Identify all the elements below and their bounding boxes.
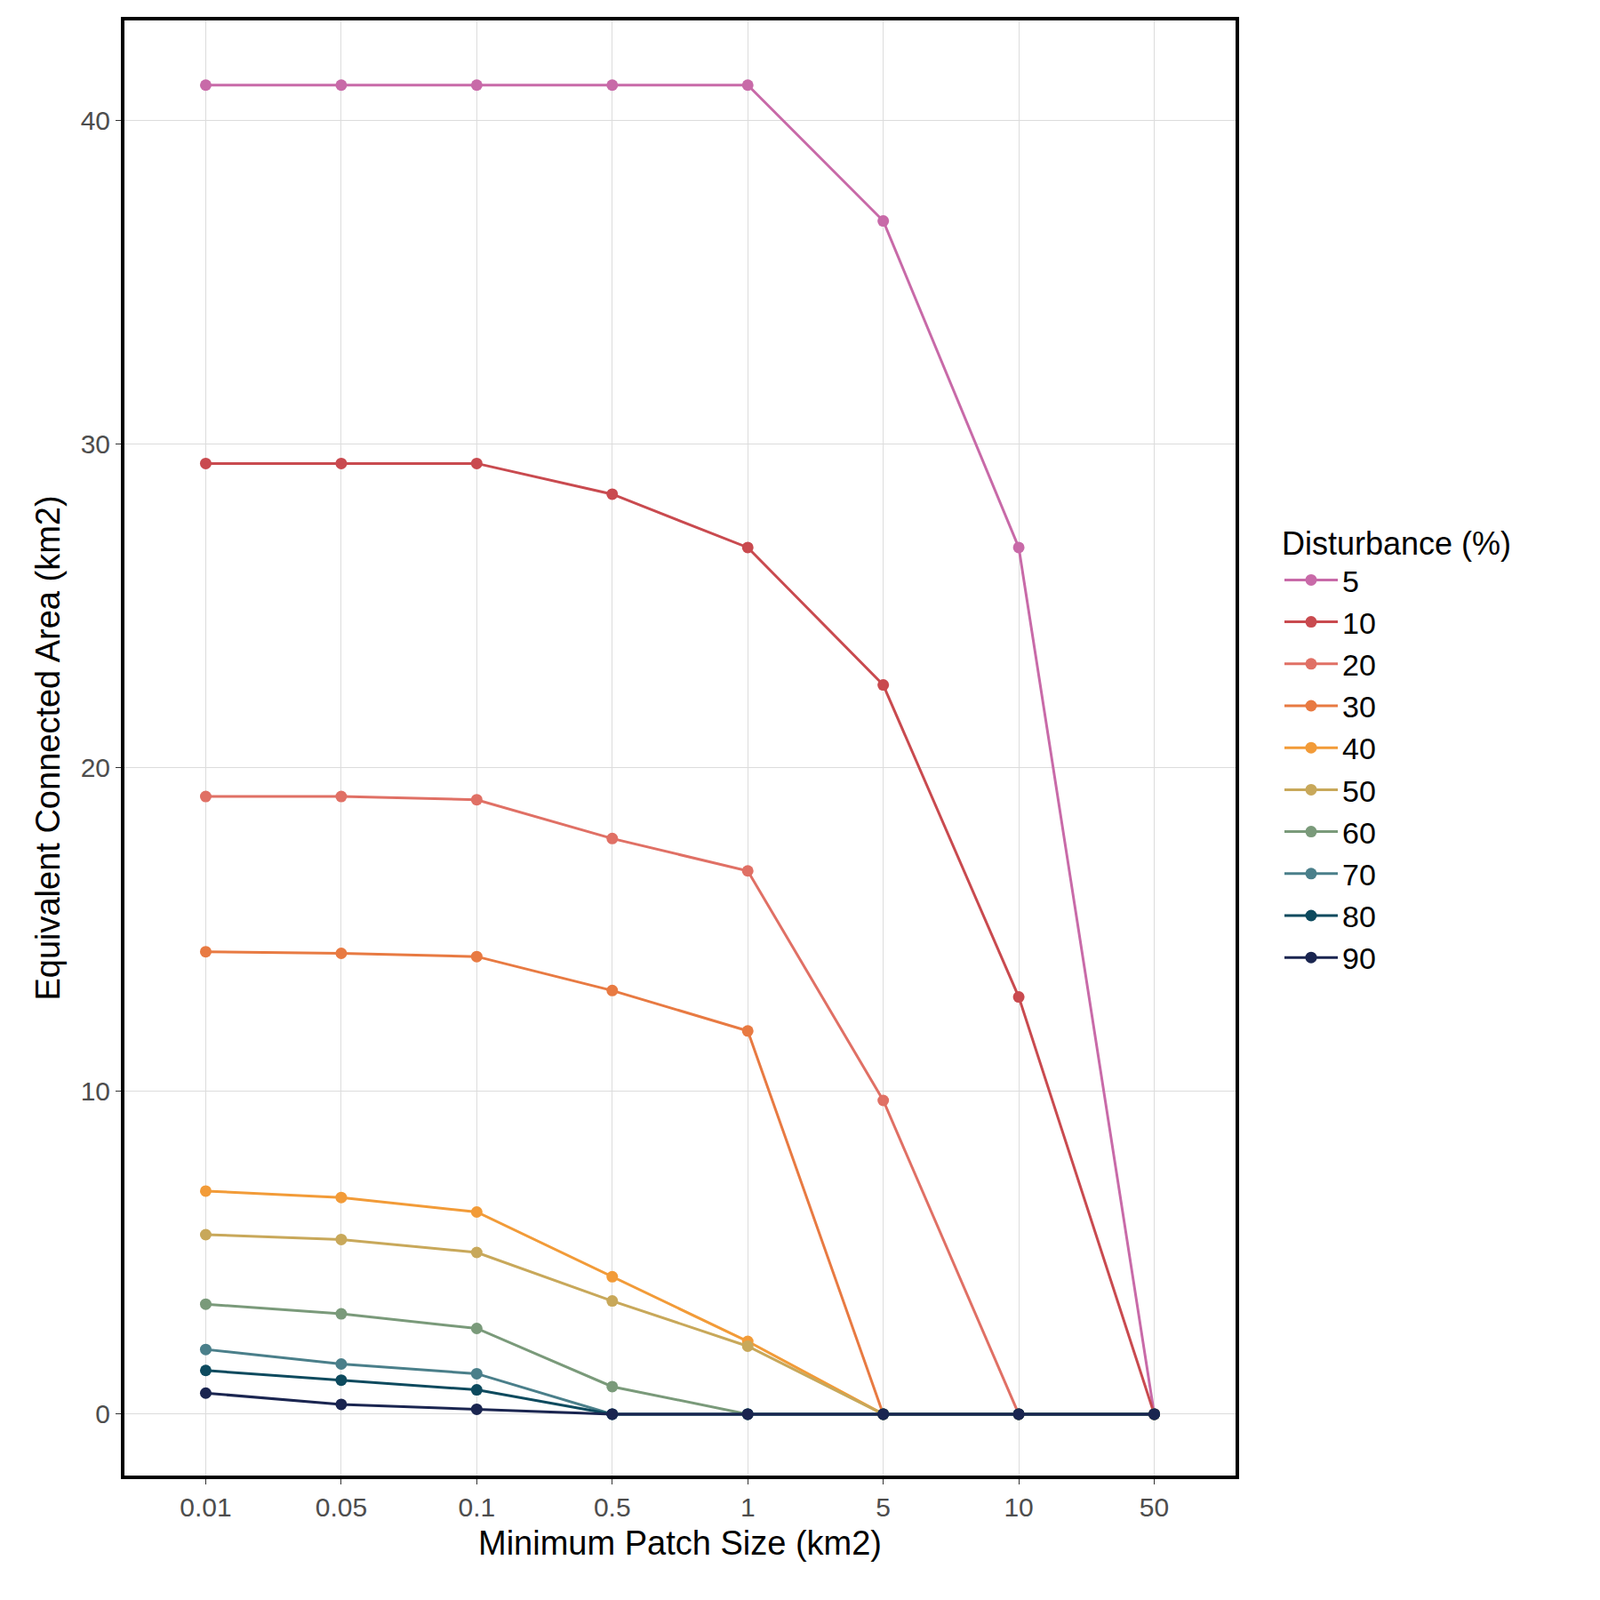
svg-text:5: 5 <box>1342 564 1360 599</box>
svg-text:10: 10 <box>80 1076 111 1106</box>
svg-text:Disturbance (%): Disturbance (%) <box>1281 525 1512 562</box>
svg-text:60: 60 <box>1342 816 1376 850</box>
svg-text:0: 0 <box>95 1399 111 1429</box>
svg-text:70: 70 <box>1342 857 1376 892</box>
svg-text:40: 40 <box>80 105 111 136</box>
svg-text:10: 10 <box>1003 1492 1033 1522</box>
svg-text:20: 20 <box>1342 648 1376 682</box>
svg-text:10: 10 <box>1342 606 1376 640</box>
svg-text:20: 20 <box>80 752 111 783</box>
svg-text:0.1: 0.1 <box>457 1492 496 1522</box>
svg-text:0.5: 0.5 <box>593 1492 632 1522</box>
svg-text:50: 50 <box>1139 1492 1169 1522</box>
svg-text:50: 50 <box>1342 774 1376 808</box>
svg-text:Minimum Patch Size (km2): Minimum Patch Size (km2) <box>478 1524 882 1562</box>
svg-text:30: 30 <box>80 429 111 459</box>
svg-text:90: 90 <box>1342 941 1376 976</box>
svg-text:80: 80 <box>1342 899 1376 934</box>
svg-text:Equivalent Connected Area (km2: Equivalent Connected Area (km2) <box>29 495 67 1000</box>
svg-text:0.05: 0.05 <box>315 1492 368 1522</box>
svg-text:5: 5 <box>875 1492 891 1522</box>
svg-text:1: 1 <box>740 1492 756 1522</box>
svg-text:30: 30 <box>1342 689 1376 724</box>
svg-text:40: 40 <box>1342 731 1376 766</box>
svg-text:0.01: 0.01 <box>179 1492 232 1522</box>
